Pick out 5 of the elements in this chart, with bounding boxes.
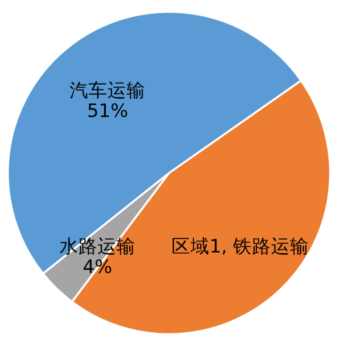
slice-label: 区域1, 铁路运输 (171, 236, 310, 258)
slice-label: 汽车运输 (70, 80, 146, 102)
slice-label: 水路运输 (59, 236, 136, 258)
data-label: 4% (82, 256, 112, 278)
data-label: 51% (86, 101, 128, 122)
